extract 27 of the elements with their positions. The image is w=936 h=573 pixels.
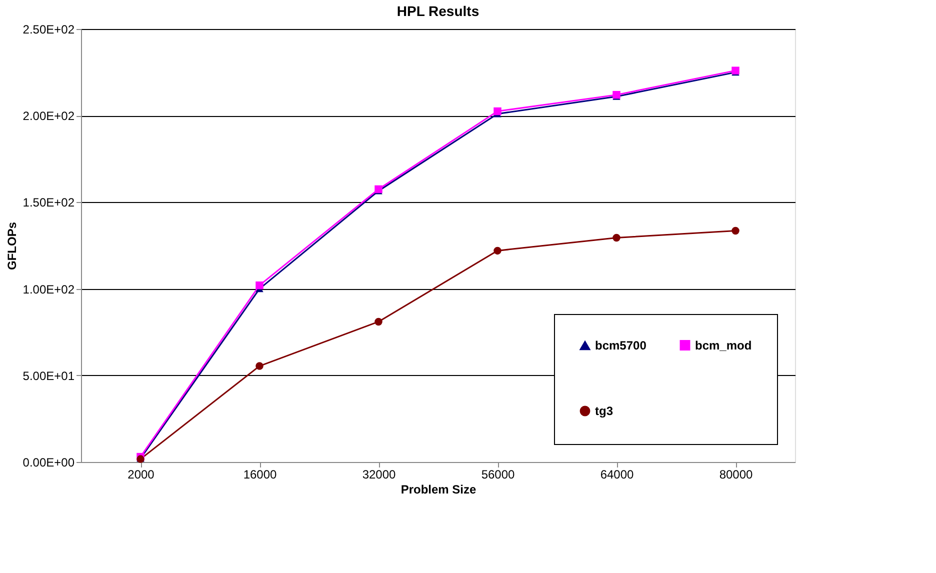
legend-label: bcm_mod: [695, 338, 752, 352]
x-tick-label: 56000: [481, 468, 516, 482]
y-tick-label: 5.00E+01: [22, 368, 75, 383]
point: [374, 318, 382, 326]
point: [732, 226, 740, 235]
legend-label: tg3: [595, 404, 614, 418]
y-tick-label: 1.00E+02: [22, 282, 75, 296]
y-tick-label: 0.00E+00: [22, 456, 75, 470]
x-tick-label: 32000: [362, 468, 396, 482]
point: [256, 281, 264, 290]
x-tick-label: 2000: [128, 468, 155, 482]
legend-label: bcm5700: [595, 338, 647, 353]
x-tick-label: 16000: [243, 468, 278, 482]
x-tick-label: 64000: [600, 468, 634, 482]
x-axis-title: Problem Size: [400, 482, 477, 496]
point: [494, 107, 502, 116]
y-axis-title: GFLOPs: [4, 222, 19, 270]
point: [612, 90, 620, 99]
chart-title: HPL Results: [396, 3, 480, 19]
point: [374, 185, 382, 194]
point: [256, 362, 264, 370]
y-tick-label: 2.00E+02: [22, 109, 75, 124]
x-tick-label: 80000: [719, 468, 754, 482]
point: [612, 234, 620, 242]
point: [494, 246, 502, 255]
y-tick-label: 1.50E+02: [22, 196, 75, 210]
y-tick-label: 2.50E+02: [22, 22, 75, 36]
